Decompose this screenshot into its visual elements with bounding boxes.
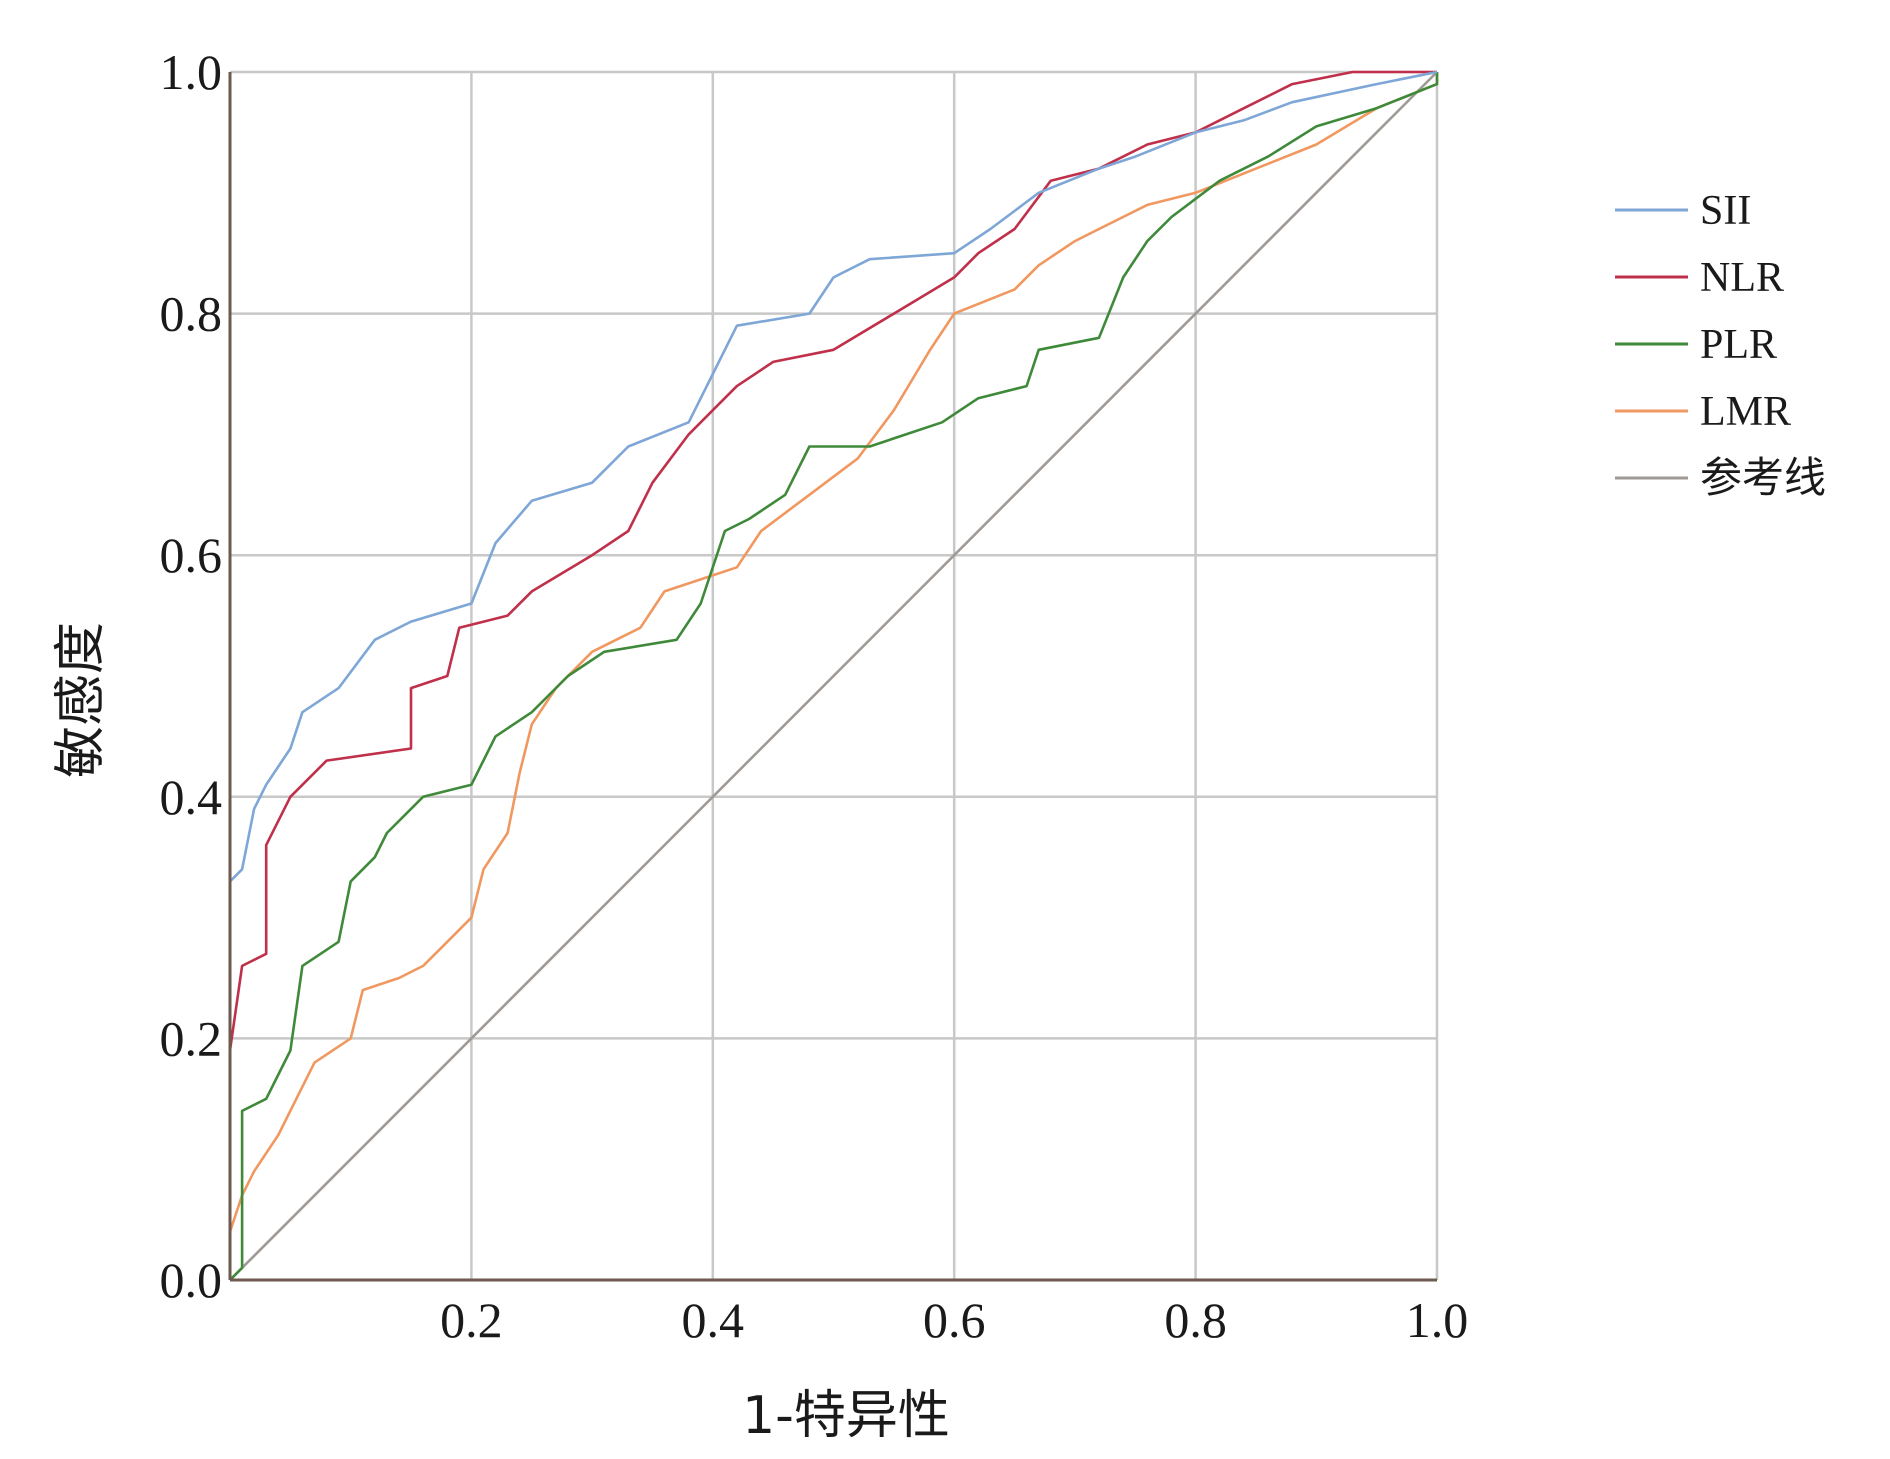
- x-tick-label: 1.0: [1406, 1292, 1469, 1348]
- y-tick-label: 0.4: [160, 769, 223, 825]
- grid: [230, 70, 1439, 1280]
- y-axis-title: 敏感度: [51, 622, 111, 778]
- series-line-lmr: [228, 72, 1439, 1280]
- series-line-reference: [229, 71, 1438, 1281]
- x-tick-label: 0.2: [440, 1292, 503, 1348]
- legend-label: PLR: [1700, 322, 1777, 368]
- series-line-plr: [229, 72, 1439, 1281]
- x-tick-label: 0.6: [923, 1292, 986, 1348]
- y-tick-label: 0.6: [160, 527, 223, 583]
- y-tick-labels: 0.0 0.2 0.4 0.6 0.8 1.0: [160, 44, 223, 1308]
- y-tick-label: 1.0: [160, 44, 223, 100]
- x-tick-labels: 0.2 0.4 0.6 0.8 1.0: [440, 1292, 1468, 1348]
- x-tick-label: 0.4: [682, 1292, 745, 1348]
- legend-label: 参考线: [1700, 455, 1826, 502]
- legend-label: LMR: [1700, 389, 1791, 435]
- series-layer: [228, 70, 1439, 1281]
- x-tick-label: 0.8: [1164, 1292, 1227, 1348]
- legend: SII NLR PLR LMR 参考线: [1615, 188, 1826, 502]
- legend-label: NLR: [1700, 255, 1784, 301]
- y-tick-label: 0.0: [160, 1252, 223, 1308]
- y-tick-label: 0.8: [160, 286, 223, 342]
- legend-label: SII: [1700, 188, 1751, 234]
- y-tick-label: 0.2: [160, 1010, 223, 1066]
- series-line-sii: [228, 70, 1438, 1280]
- axes: [228, 72, 1437, 1282]
- series-line-nlr: [228, 70, 1437, 1280]
- x-axis-title: 1-特异性: [742, 1386, 950, 1446]
